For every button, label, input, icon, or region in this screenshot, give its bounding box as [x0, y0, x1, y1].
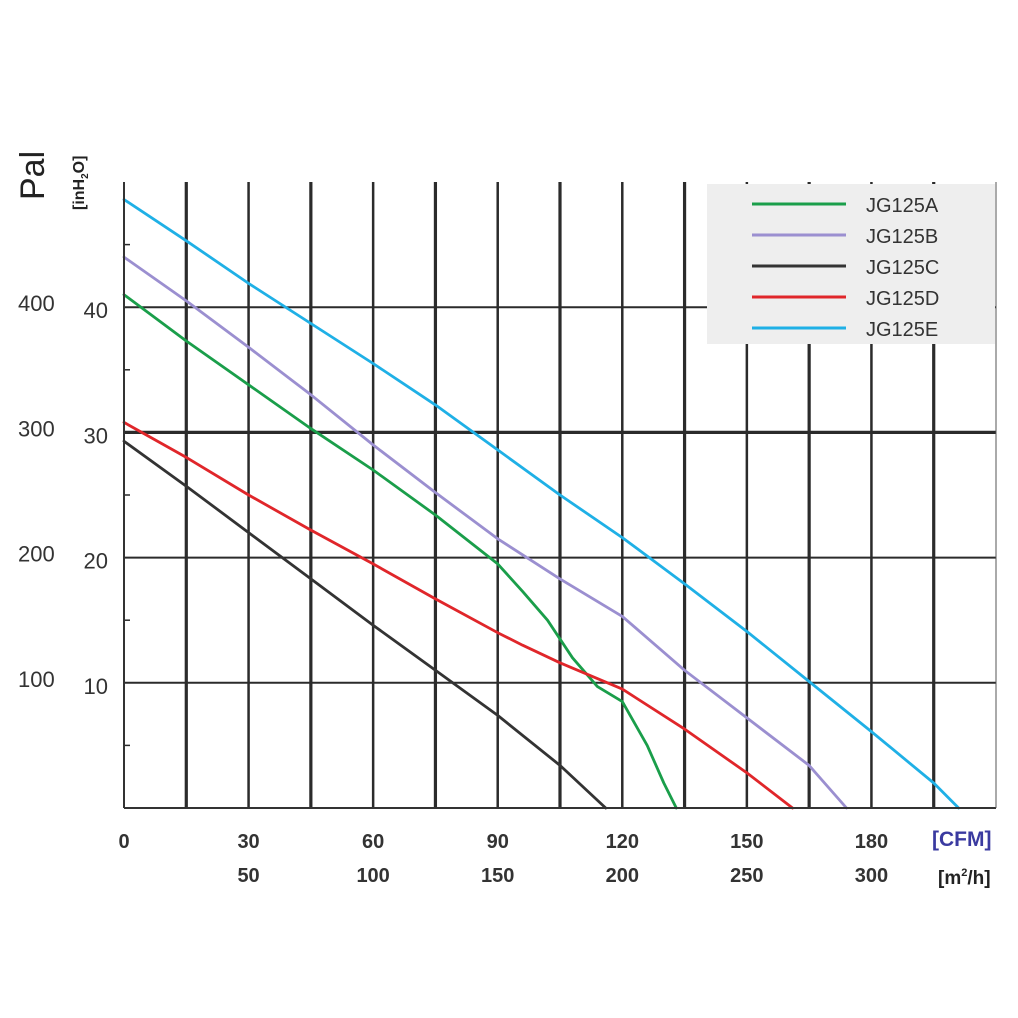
legend: JG125A JG125B JG125C JG125D JG125E	[707, 184, 995, 344]
y-unit-base: [inH	[71, 179, 88, 210]
y-axis-title: Pal	[14, 151, 52, 200]
x-unit-sup: 2	[961, 867, 967, 879]
x-tick-m3h-50: 50	[237, 865, 259, 887]
legend-label-jg125a: JG125A	[866, 195, 939, 217]
y-unit-tail: O]	[71, 156, 88, 174]
series-line-jg125d	[122, 421, 794, 810]
x-unit-tail: /h]	[967, 868, 990, 889]
x-unit-m3h: [m2/h]	[938, 867, 991, 889]
series-line-jg125e	[122, 198, 960, 810]
x-tick-cfm-90: 90	[487, 831, 509, 853]
x-tick-cfm-150: 150	[730, 831, 763, 853]
horizontal-gridlines	[124, 306, 996, 684]
y-tick-pa-30: 300	[18, 416, 55, 441]
series-line-jg125a	[122, 293, 678, 810]
x-unit-base: [m	[938, 868, 961, 889]
y-tick-pa-10: 100	[18, 667, 55, 692]
y-unit-sub: 2	[80, 173, 91, 179]
y-tick-inh2o-10: 10	[84, 674, 108, 699]
y-tick-pa-40: 400	[18, 291, 55, 316]
y-tick-pa-20: 200	[18, 542, 55, 567]
x-tick-m3h-150: 150	[481, 865, 514, 887]
y-axis-unit-label: [inH2O]	[71, 156, 91, 210]
legend-label-jg125e: JG125E	[866, 319, 938, 341]
plot-frame	[123, 182, 997, 809]
x-tick-cfm-180: 180	[855, 831, 888, 853]
x-tick-labels: 0 30 60 90 120 150 180 50 100 150 200 250 300	[118, 831, 888, 887]
series-lines	[122, 198, 960, 810]
y-tick-labels: 10 100 20 200 30 300 40 400	[18, 291, 108, 699]
x-tick-m3h-200: 200	[606, 865, 639, 887]
legend-box	[707, 184, 995, 344]
x-tick-cfm-0: 0	[118, 831, 129, 853]
series-line-jg125b	[122, 255, 848, 810]
legend-label-jg125b: JG125B	[866, 226, 938, 248]
x-unit-cfm: [CFM]	[932, 828, 991, 851]
y-tick-inh2o-20: 20	[84, 549, 108, 574]
x-tick-cfm-120: 120	[606, 831, 639, 853]
x-tick-m3h-300: 300	[855, 865, 888, 887]
x-tick-m3h-100: 100	[356, 865, 389, 887]
series-line-jg125c	[122, 439, 608, 810]
legend-label-jg125c: JG125C	[866, 257, 939, 279]
y-tick-inh2o-30: 30	[84, 423, 108, 448]
x-tick-cfm-60: 60	[362, 831, 384, 853]
y-tick-inh2o-40: 40	[84, 298, 108, 323]
legend-label-jg125d: JG125D	[866, 288, 939, 310]
x-tick-m3h-250: 250	[730, 865, 763, 887]
x-tick-cfm-30: 30	[237, 831, 259, 853]
